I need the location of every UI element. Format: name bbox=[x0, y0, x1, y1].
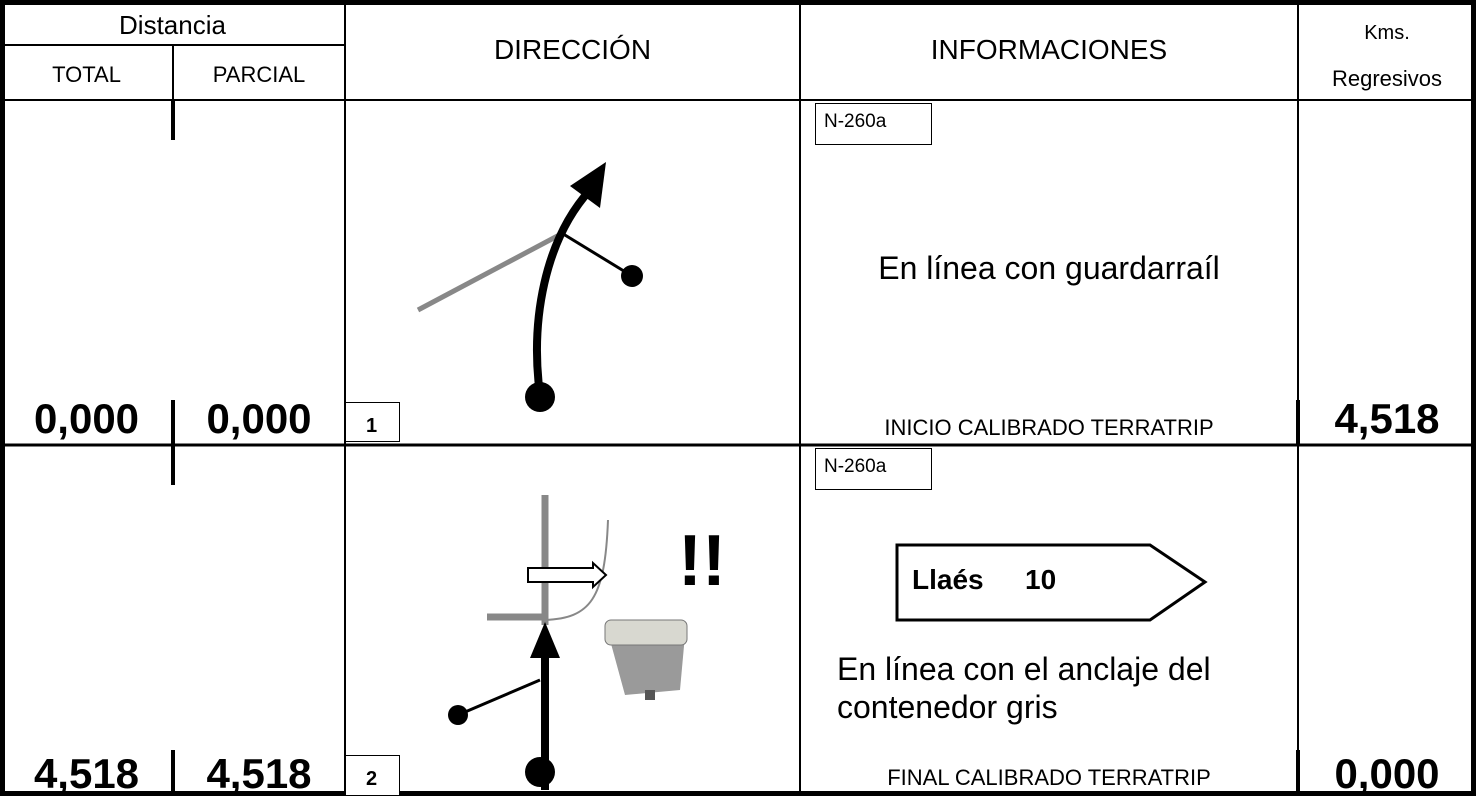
header-distance: Distancia bbox=[119, 10, 226, 40]
remaining: 0,000 bbox=[1334, 750, 1440, 797]
note: En línea con guardarraíl bbox=[878, 250, 1220, 286]
header-kms: Kms. bbox=[1364, 22, 1410, 44]
warning: !! bbox=[678, 521, 726, 601]
remaining: 4,518 bbox=[1334, 395, 1440, 442]
step-number: 1 bbox=[345, 402, 400, 442]
header-total: TOTAL bbox=[52, 62, 121, 87]
header-info: INFORMACIONES bbox=[930, 34, 1168, 65]
road: N-260a bbox=[815, 448, 932, 490]
total: 4,518 bbox=[33, 750, 140, 797]
partial: 0,000 bbox=[206, 395, 312, 442]
sign-distance: 10 bbox=[1025, 564, 1057, 595]
step-number: 2 bbox=[345, 755, 400, 796]
note: En línea con el anclaje del contenedor g… bbox=[837, 651, 1211, 725]
caption: FINAL CALIBRADO TERRATRIP bbox=[887, 765, 1211, 790]
caption: INICIO CALIBRADO TERRATRIP bbox=[884, 415, 1214, 440]
sign-place: Llaés bbox=[912, 564, 984, 595]
total: 0,000 bbox=[33, 395, 140, 442]
header-kms-sub: Regresivos bbox=[1331, 66, 1443, 91]
header-direction: DIRECCIÓN bbox=[493, 34, 652, 65]
road: N-260a bbox=[815, 103, 932, 145]
partial: 4,518 bbox=[206, 750, 312, 797]
header-partial: PARCIAL bbox=[212, 62, 306, 87]
